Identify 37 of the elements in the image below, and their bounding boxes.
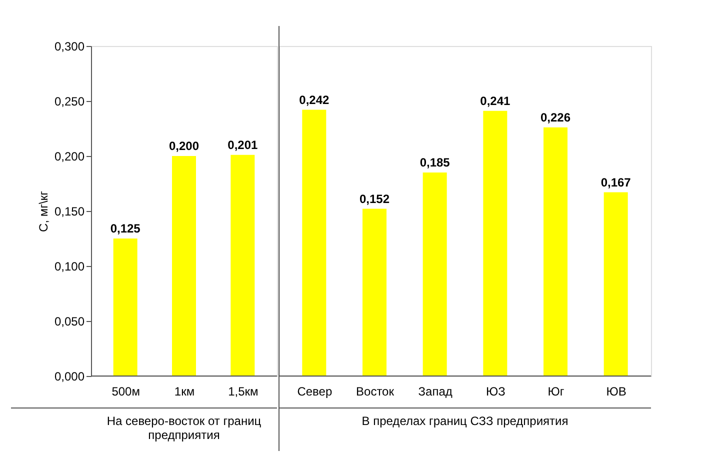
bar [230,154,255,376]
data-label: 0,152 [359,192,390,206]
bar [113,238,138,376]
data-label: 0,200 [168,139,200,153]
y-tick-label: 0,050 [54,314,85,328]
x-tick-label: Запад [418,384,452,398]
bar [544,127,568,376]
data-label: 0,201 [228,138,258,152]
y-axis-title: C, мг\кг [36,190,50,232]
bar [302,110,326,376]
text: В пределах границ СЗЗ предприятия [362,414,568,428]
data-label: 0,226 [540,110,571,124]
data-label: 0,167 [600,175,632,190]
bar [604,192,628,376]
y-tick-label: 0,000 [54,370,85,384]
y-tick-label: 0,300 [54,40,85,54]
data-label: 0,125 [110,222,141,236]
y-tick-label: 0,250 [54,94,85,108]
x-tick-label: 1км [174,384,195,398]
data-label: 0,241 [480,94,511,108]
data-label: 0,185 [420,156,450,170]
data-label: 0,242 [299,92,330,107]
x-tick-label: 500м [112,384,140,398]
y-tick-label: 0,200 [54,150,85,164]
x-tick-label: 1,5км [228,384,258,398]
y-tick-label: 0,150 [54,204,85,218]
x-tick-label: Юг [548,384,565,398]
x-tick-label: Север [297,384,332,398]
x-tick-label: ЮВ [606,384,626,398]
x-tick-label: Восток [356,384,395,398]
bar [172,156,196,376]
bar [362,208,386,376]
text: На северо-восток от границ предприятия [106,414,262,442]
x-tick-label: ЮЗ [486,384,506,398]
bar [422,172,447,376]
y-tick-label: 0,100 [54,260,85,274]
bar [483,110,508,376]
